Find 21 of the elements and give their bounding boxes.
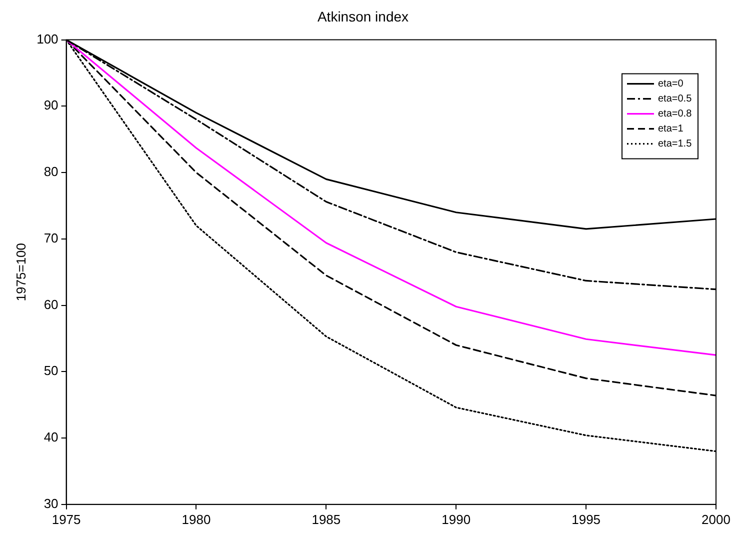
legend-label: eta=0.5 bbox=[658, 94, 692, 105]
y-tick-label: 30 bbox=[44, 496, 58, 511]
x-tick-label: 2000 bbox=[702, 512, 730, 527]
legend-label: eta=1.5 bbox=[658, 138, 692, 150]
y-tick-label: 40 bbox=[44, 430, 58, 445]
x-tick-label: 1990 bbox=[442, 512, 471, 527]
y-tick-label: 100 bbox=[36, 31, 58, 46]
legend-label: eta=1 bbox=[658, 124, 684, 135]
legend-label: eta=0.8 bbox=[658, 108, 692, 120]
legend-label: eta=0 bbox=[658, 78, 684, 90]
x-tick-label: 1995 bbox=[572, 512, 601, 527]
y-tick-label: 80 bbox=[44, 164, 58, 180]
y-tick-label: 60 bbox=[44, 296, 58, 312]
y-tick-label: 70 bbox=[44, 230, 58, 246]
chart-title: Atkinson index bbox=[317, 8, 409, 24]
y-tick-label: 50 bbox=[44, 363, 58, 378]
y-tick-label: 90 bbox=[44, 98, 58, 113]
y-axis-title: 1975=100 bbox=[13, 243, 28, 302]
x-tick-label: 1975 bbox=[52, 512, 81, 527]
x-tick-label: 1980 bbox=[182, 512, 211, 527]
x-tick-label: 1985 bbox=[312, 512, 341, 527]
